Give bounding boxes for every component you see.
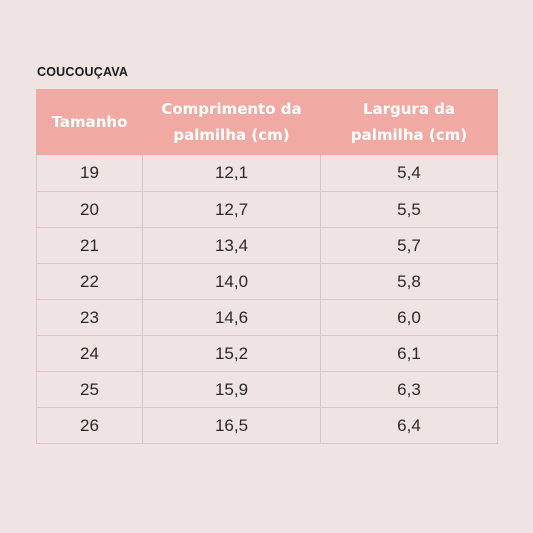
- cell-width: 6,4: [320, 407, 498, 444]
- cell-size: 24: [36, 335, 143, 372]
- cell-width: 5,7: [320, 227, 498, 264]
- cell-length: 12,7: [142, 191, 321, 228]
- cell-length: 15,9: [142, 371, 321, 408]
- table-row: 25 15,9 6,3: [36, 371, 498, 408]
- cell-width: 5,8: [320, 263, 498, 300]
- cell-width: 6,1: [320, 335, 498, 372]
- table-row: 24 15,2 6,1: [36, 335, 498, 372]
- header-insole-length: Comprimento da palmilha (cm): [142, 89, 321, 155]
- cell-length: 14,6: [142, 299, 321, 336]
- table-row: 19 12,1 5,4: [36, 154, 498, 192]
- brand-name: COUCOUÇAVA: [37, 65, 129, 79]
- header-size: Tamanho: [36, 89, 143, 155]
- cell-length: 14,0: [142, 263, 321, 300]
- cell-size: 22: [36, 263, 143, 300]
- cell-length: 16,5: [142, 407, 321, 444]
- cell-length: 13,4: [142, 227, 321, 264]
- table-row: 22 14,0 5,8: [36, 263, 498, 300]
- cell-size: 19: [36, 154, 143, 192]
- cell-width: 5,4: [320, 154, 498, 192]
- table-row: 20 12,7 5,5: [36, 191, 498, 228]
- cell-width: 5,5: [320, 191, 498, 228]
- table-header: Tamanho Comprimento da palmilha (cm) Lar…: [36, 89, 498, 155]
- cell-size: 26: [36, 407, 143, 444]
- table-row: 26 16,5 6,4: [36, 407, 498, 444]
- cell-length: 12,1: [142, 154, 321, 192]
- table-row: 21 13,4 5,7: [36, 227, 498, 264]
- table-row: 23 14,6 6,0: [36, 299, 498, 336]
- header-insole-width: Largura da palmilha (cm): [320, 89, 498, 155]
- cell-size: 25: [36, 371, 143, 408]
- cell-width: 6,0: [320, 299, 498, 336]
- table-body: 19 12,1 5,4 20 12,7 5,5 21 13,4 5,7 22 1…: [36, 154, 498, 444]
- cell-size: 23: [36, 299, 143, 336]
- size-chart-table: Tamanho Comprimento da palmilha (cm) Lar…: [36, 89, 498, 444]
- cell-size: 21: [36, 227, 143, 264]
- cell-length: 15,2: [142, 335, 321, 372]
- cell-width: 6,3: [320, 371, 498, 408]
- header-row: Tamanho Comprimento da palmilha (cm) Lar…: [36, 89, 498, 155]
- cell-size: 20: [36, 191, 143, 228]
